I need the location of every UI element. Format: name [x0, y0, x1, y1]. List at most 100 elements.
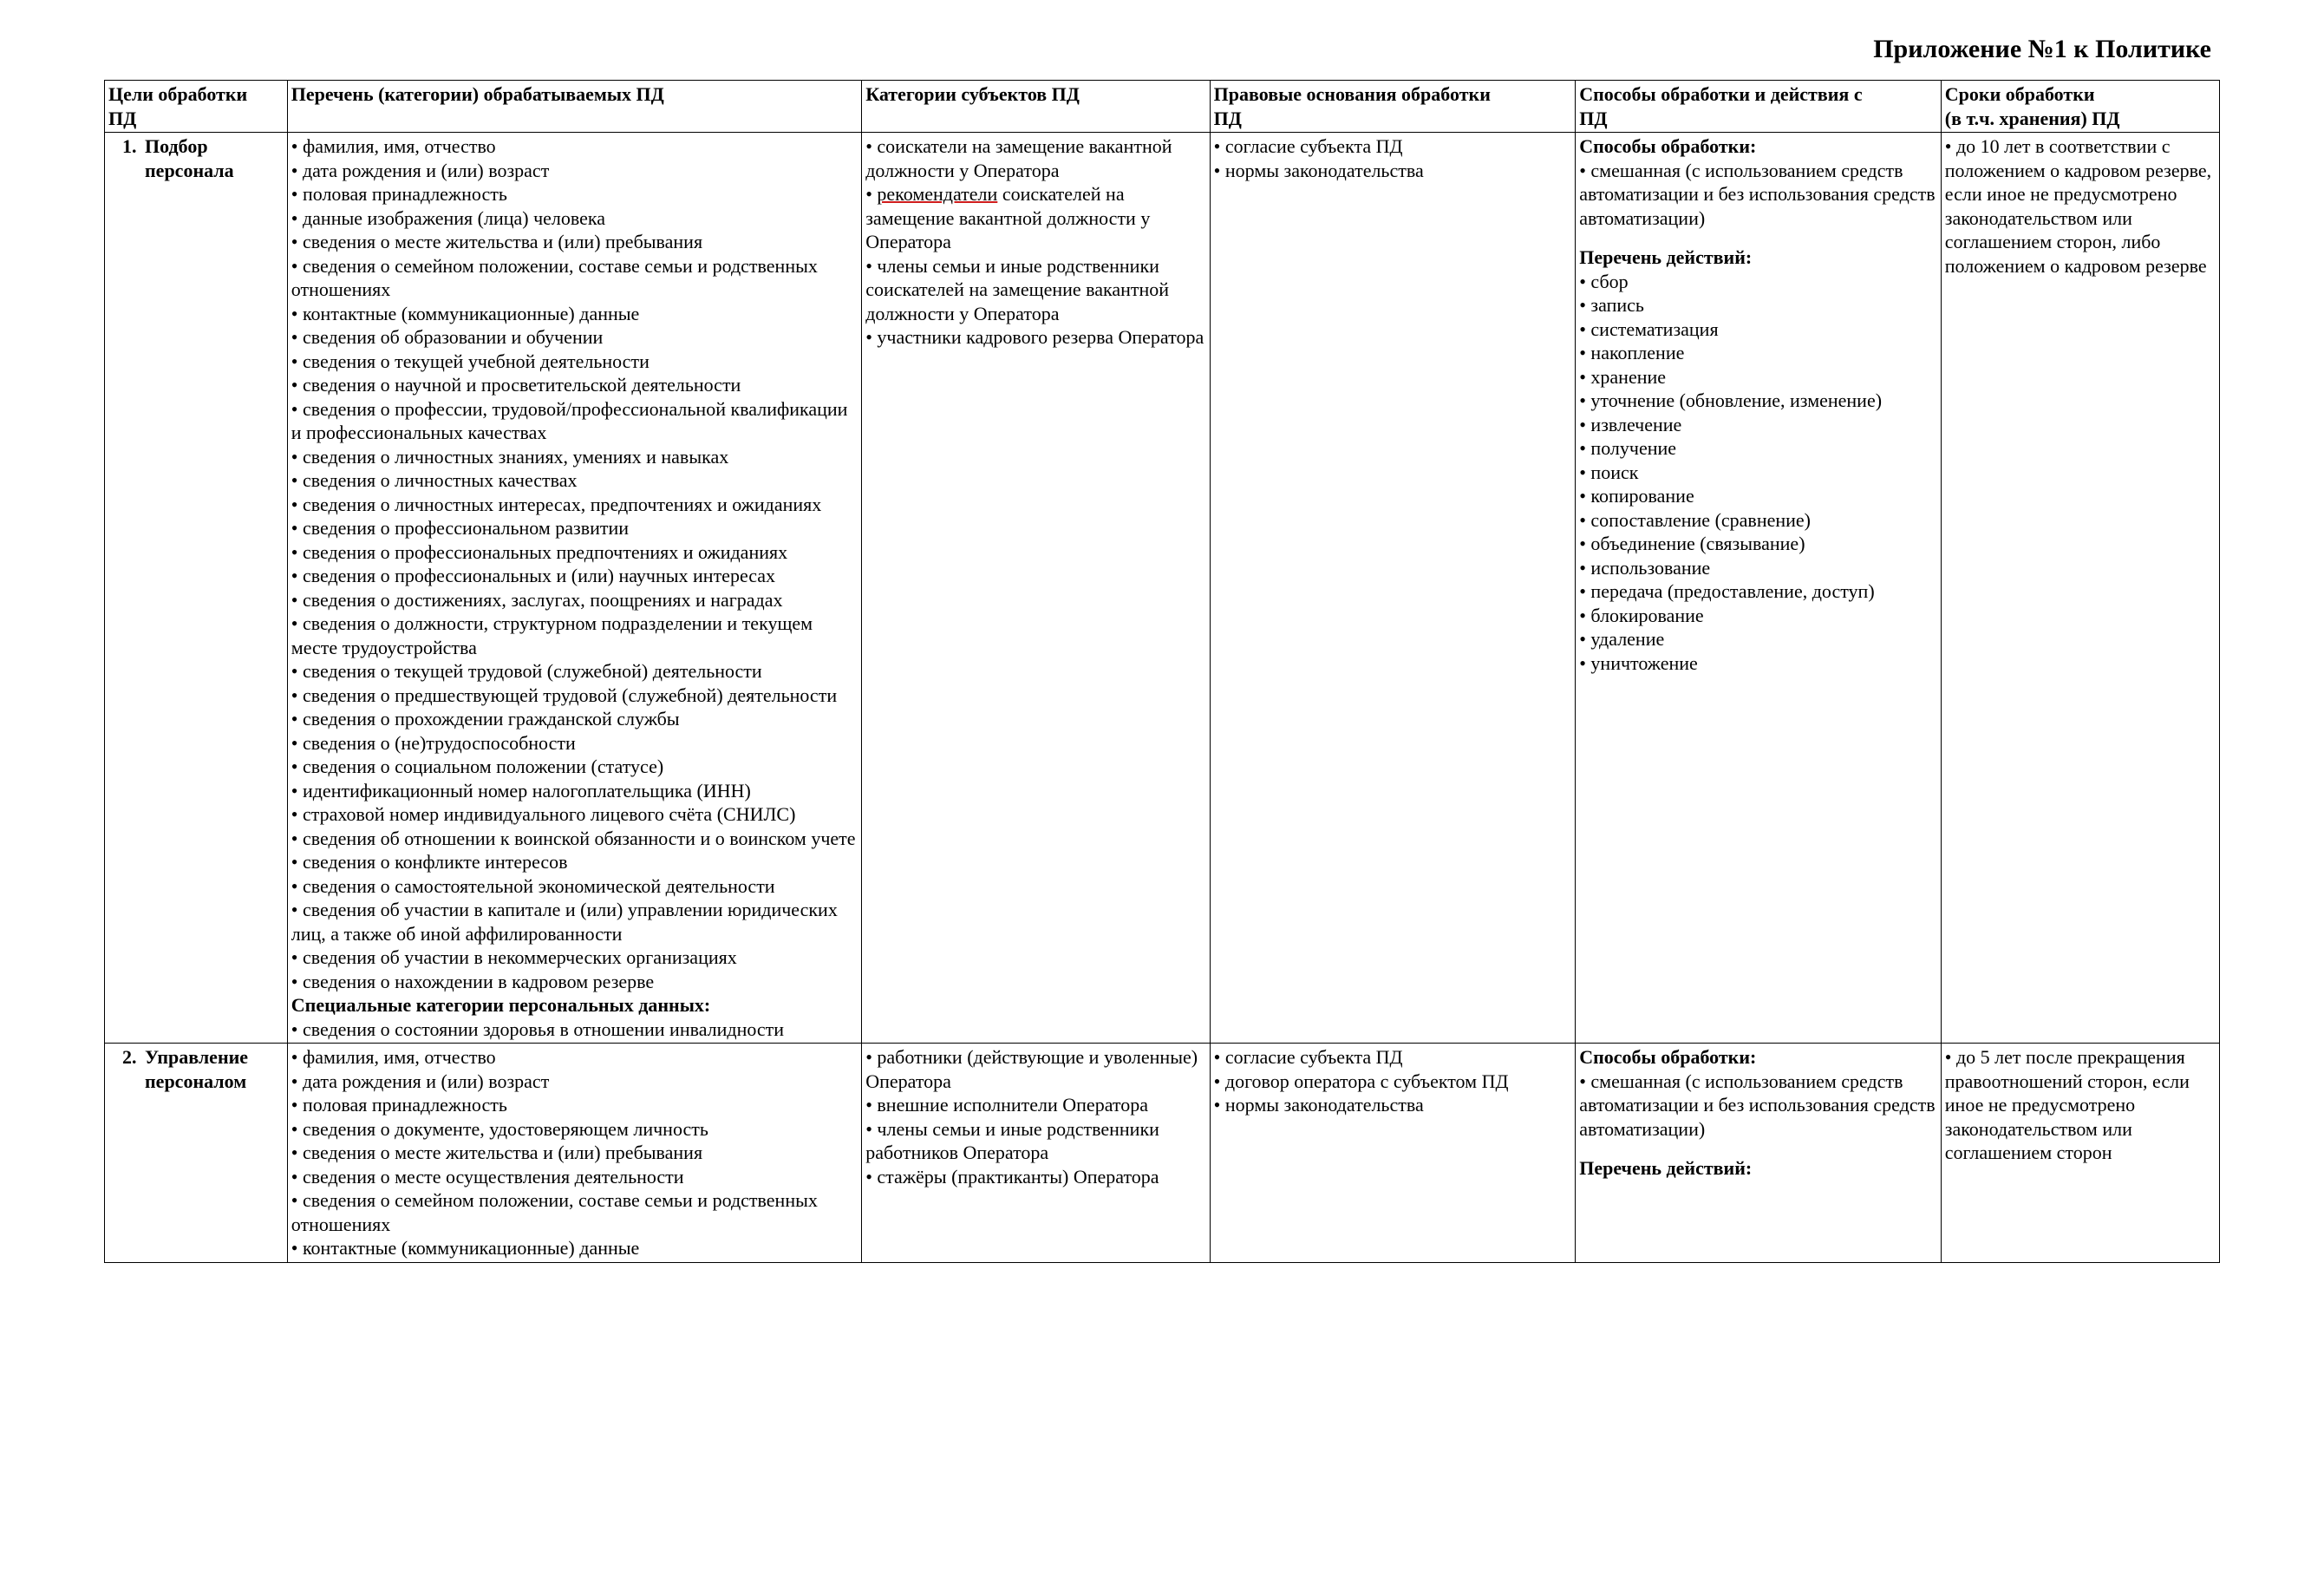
cell-categories: фамилия, имя, отчестводата рождения и (и… — [287, 1044, 861, 1263]
methods-label: Способы обработки: — [1579, 1045, 1937, 1070]
list-item: сведения о профессиональных предпочтения… — [291, 540, 858, 565]
list-item: сведения о научной и просветительской де… — [291, 373, 858, 397]
list-item: сведения о прохождении гражданской служб… — [291, 707, 858, 731]
list-item: сведения о месте осуществления деятельно… — [291, 1165, 858, 1189]
list-item: сведения о личностных знаниях, умениях и… — [291, 445, 858, 469]
list-item: сведения о профессии, трудовой/профессио… — [291, 397, 858, 445]
list-item: дата рождения и (или) возраст — [291, 1070, 858, 1094]
list-item: дата рождения и (или) возраст — [291, 159, 858, 183]
list-item: контактные (коммуникационные) данные — [291, 302, 858, 326]
methods-label: Способы обработки: — [1579, 134, 1937, 159]
list-item: запись — [1579, 293, 1937, 317]
pd-table: Цели обработки ПД Перечень (категории) о… — [104, 80, 2220, 1263]
cell-subjects: соискатели на замещение вакантной должно… — [862, 133, 1210, 1044]
list-item: сведения о профессиональном развитии — [291, 516, 858, 540]
list-item: половая принадлежность — [291, 1093, 858, 1117]
list-item: сведения о предшествующей трудовой (служ… — [291, 684, 858, 708]
list-item: данные изображения (лица) человека — [291, 206, 858, 231]
list-item: рекомендатели соискателей на замещение в… — [865, 182, 1205, 254]
col-subjects-header: Категории субъектов ПД — [862, 81, 1210, 133]
list-item: сведения о нахождении в кадровом резерве — [291, 970, 858, 994]
list-item: сведения о текущей трудовой (служебной) … — [291, 659, 858, 684]
list-item: договор оператора с субъектом ПД — [1214, 1070, 1572, 1094]
list-item: стажёры (практиканты) Оператора — [865, 1165, 1205, 1189]
list-item: получение — [1579, 436, 1937, 461]
cell-purpose: Подбор персонала — [105, 133, 288, 1044]
list-item: уточнение (обновление, изменение) — [1579, 389, 1937, 413]
list-item: члены семьи и иные родственники работник… — [865, 1117, 1205, 1165]
list-item: сведения об участии в некоммерческих орг… — [291, 946, 858, 970]
col-methods-header-l1: Способы обработки и действия с — [1579, 83, 1862, 105]
list-item: сведения о документе, удостоверяющем лич… — [291, 1117, 858, 1142]
list-item: сведения об отношении к воинской обязанн… — [291, 827, 858, 851]
list-item: сведения об образовании и обучении — [291, 325, 858, 350]
table-row: Управление персоналом фамилия, имя, отче… — [105, 1044, 2220, 1263]
list-item: сведения о профессиональных и (или) науч… — [291, 564, 858, 588]
list-item: согласие субъекта ПД — [1214, 134, 1572, 159]
list-item: сведения о состоянии здоровья в отношени… — [291, 1018, 858, 1042]
list-item: сведения о семейном положении, составе с… — [291, 1188, 858, 1236]
list-item: сведения о семейном положении, составе с… — [291, 254, 858, 302]
list-item: члены семьи и иные родственники соискате… — [865, 254, 1205, 326]
special-categories-header: Специальные категории персональных данны… — [291, 993, 858, 1018]
actions-label: Перечень действий: — [1579, 245, 1937, 270]
col-legal-header-l2: ПД — [1214, 107, 1572, 131]
list-item: сведения об участии в капитале и (или) у… — [291, 898, 858, 946]
list-item: уничтожение — [1579, 651, 1937, 676]
purpose-label: Управление персоналом — [141, 1045, 284, 1093]
list-item: сведения о социальном положении (статусе… — [291, 755, 858, 779]
list-item: фамилия, имя, отчество — [291, 1045, 858, 1070]
list-item: сведения о самостоятельной экономической… — [291, 874, 858, 899]
list-item: согласие субъекта ПД — [1214, 1045, 1572, 1070]
col-legal-header: Правовые основания обработки ПД — [1210, 81, 1576, 133]
cell-methods: Способы обработки: смешанная (с использо… — [1576, 133, 1942, 1044]
list-item: контактные (коммуникационные) данные — [291, 1236, 858, 1260]
list-item: сведения о месте жительства и (или) преб… — [291, 230, 858, 254]
list-item: сведения о личностных интересах, предпоч… — [291, 493, 858, 517]
col-purpose-header-l2: ПД — [108, 107, 284, 131]
cell-purpose: Управление персоналом — [105, 1044, 288, 1263]
list-item: сопоставление (сравнение) — [1579, 508, 1937, 533]
list-item: соискатели на замещение вакантной должно… — [865, 134, 1205, 182]
list-item: смешанная (с использованием средств авто… — [1579, 1070, 1937, 1142]
list-item: внешние исполнители Оператора — [865, 1093, 1205, 1117]
list-item: копирование — [1579, 484, 1937, 508]
list-item: поиск — [1579, 461, 1937, 485]
col-categories-header: Перечень (категории) обрабатываемых ПД — [287, 81, 861, 133]
list-item: сведения о должности, структурном подраз… — [291, 612, 858, 659]
cell-methods: Способы обработки: смешанная (с использо… — [1576, 1044, 1942, 1263]
col-methods-header: Способы обработки и действия с ПД — [1576, 81, 1942, 133]
list-item: нормы законодательства — [1214, 1093, 1572, 1117]
list-item: участники кадрового резерва Оператора — [865, 325, 1205, 350]
list-item: накопление — [1579, 341, 1937, 365]
list-item: сведения о личностных качествах — [291, 468, 858, 493]
cell-legal: согласие субъекта ПДнормы законодательст… — [1210, 133, 1576, 1044]
table-row: Подбор персонала фамилия, имя, отчествод… — [105, 133, 2220, 1044]
col-purpose-header-l1: Цели обработки — [108, 83, 247, 105]
list-item: использование — [1579, 556, 1937, 580]
actions-label: Перечень действий: — [1579, 1156, 1937, 1181]
list-item: объединение (связывание) — [1579, 532, 1937, 556]
list-item: хранение — [1579, 365, 1937, 389]
list-item: работники (действующие и уволенные) Опер… — [865, 1045, 1205, 1093]
cell-terms: до 5 лет после прекращения правоотношени… — [1941, 1044, 2219, 1263]
col-terms-header: Сроки обработки (в т.ч. хранения) ПД — [1941, 81, 2219, 133]
cell-legal: согласие субъекта ПДдоговор оператора с … — [1210, 1044, 1576, 1263]
cell-subjects: работники (действующие и уволенные) Опер… — [862, 1044, 1210, 1263]
list-item: сведения о (не)трудоспособности — [291, 731, 858, 756]
col-terms-header-l1: Сроки обработки — [1945, 83, 2095, 105]
terms-text: до 5 лет после прекращения правоотношени… — [1945, 1045, 2216, 1165]
recommenders-word: рекомендатели — [877, 183, 997, 205]
list-item: половая принадлежность — [291, 182, 858, 206]
list-item: сведения о месте жительства и (или) преб… — [291, 1141, 858, 1165]
appendix-title: Приложение №1 к Политике — [104, 35, 2211, 64]
list-item: идентификационный номер налогоплательщик… — [291, 779, 858, 803]
list-item: нормы законодательства — [1214, 159, 1572, 183]
list-item: сведения о текущей учебной деятельности — [291, 350, 858, 374]
list-item: сведения о достижениях, заслугах, поощре… — [291, 588, 858, 612]
cell-categories: фамилия, имя, отчестводата рождения и (и… — [287, 133, 861, 1044]
list-item: удаление — [1579, 627, 1937, 651]
col-methods-header-l2: ПД — [1579, 107, 1937, 131]
list-item: блокирование — [1579, 604, 1937, 628]
list-item: передача (предоставление, доступ) — [1579, 579, 1937, 604]
